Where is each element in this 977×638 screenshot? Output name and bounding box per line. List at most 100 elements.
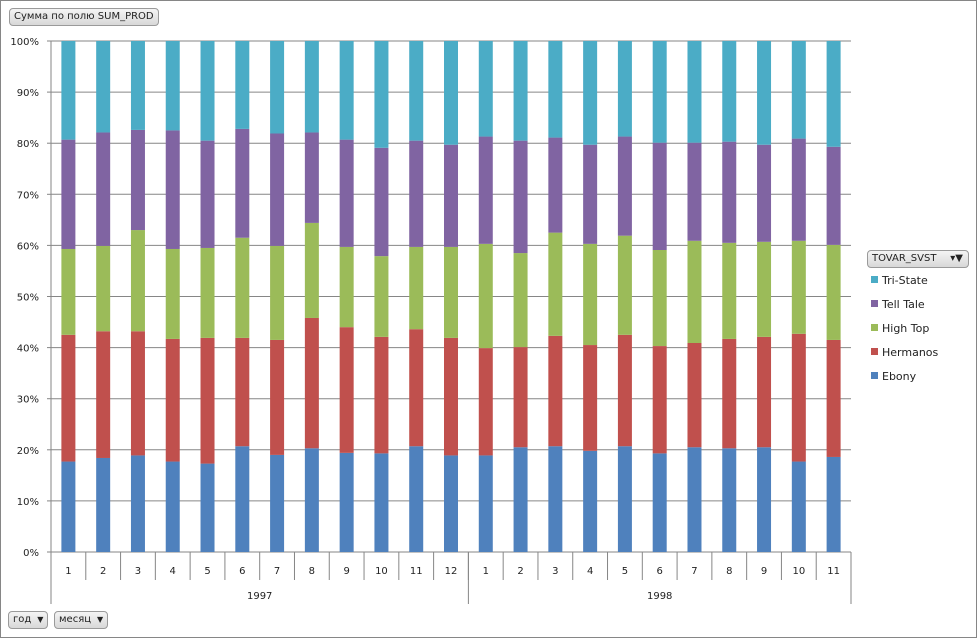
bar-hermanos (165, 338, 180, 462)
legend-swatch (871, 372, 878, 379)
bar-tell-tale (617, 136, 632, 236)
year-field-button[interactable]: год ▼ (8, 611, 49, 629)
x-tick-label: 3 (552, 566, 558, 577)
month-field-button[interactable]: месяц ▼ (54, 611, 109, 629)
bar-tell-tale (687, 142, 702, 241)
bar-high-top (270, 245, 285, 340)
bar-ebony (513, 447, 528, 552)
y-tick-label: 100% (10, 37, 39, 48)
y-tick-label: 60% (17, 241, 39, 252)
x-group-label: 1997 (247, 591, 272, 602)
bar-tell-tale (478, 136, 493, 244)
bar-tell-tale (548, 137, 563, 233)
bar-hermanos (270, 339, 285, 455)
legend-label: High Top (882, 322, 930, 335)
x-tick-label: 7 (691, 566, 697, 577)
legend-item: High Top (871, 322, 929, 335)
bar-high-top (444, 246, 458, 338)
legend-field-button[interactable]: TOVAR_SVST ▾▼ (867, 250, 969, 268)
x-group-label: 1998 (647, 591, 672, 602)
legend-item: Tri-State (871, 274, 928, 287)
bar-ebony (374, 453, 389, 552)
bar-ebony (96, 457, 111, 552)
bar-hermanos (200, 337, 215, 464)
bar-high-top (96, 245, 111, 332)
bar-ebony (130, 455, 145, 552)
bar-high-top (548, 232, 563, 336)
bar-tell-tale (96, 132, 111, 246)
bar-tri-state (165, 41, 180, 131)
y-tick-label: 10% (17, 497, 39, 508)
bar-hermanos (444, 337, 458, 456)
bar-ebony (548, 446, 563, 552)
x-tick-label: 2 (517, 566, 523, 577)
bar-tri-state (513, 41, 528, 141)
x-tick-label: 9 (343, 566, 349, 577)
bar-high-top (791, 240, 806, 334)
bar-hermanos (130, 331, 145, 456)
bar-high-top (687, 240, 702, 344)
x-tick-label: 11 (827, 566, 840, 577)
bar-high-top (826, 244, 841, 340)
bar-ebony (687, 447, 702, 552)
bar-tri-state (444, 41, 458, 145)
bar-tri-state (583, 41, 598, 145)
bar-high-top (722, 242, 737, 339)
bar-high-top (200, 247, 215, 338)
x-tick-label: 4 (170, 566, 176, 577)
legend-swatch (871, 300, 878, 307)
bar-tell-tale (791, 138, 806, 241)
legend-swatch (871, 276, 878, 283)
bar-tell-tale (200, 140, 215, 248)
bar-high-top (304, 222, 319, 318)
bar-ebony (444, 455, 458, 552)
x-tick-label: 8 (309, 566, 315, 577)
bar-ebony (409, 446, 424, 552)
bar-high-top (513, 253, 528, 348)
bar-tell-tale (444, 144, 458, 247)
bar-tell-tale (130, 129, 145, 231)
bar-tell-tale (722, 141, 737, 243)
bar-hermanos (409, 329, 424, 447)
bar-tell-tale (374, 147, 389, 257)
bar-ebony (757, 447, 772, 552)
legend-item: Hermanos (871, 346, 938, 359)
legend-label: Hermanos (882, 346, 939, 359)
x-tick-label: 6 (239, 566, 245, 577)
bar-tri-state (617, 41, 632, 137)
legend-item: Tell Tale (871, 298, 925, 311)
y-tick-label: 20% (17, 446, 39, 457)
bar-ebony (304, 448, 319, 552)
x-tick-label: 5 (204, 566, 210, 577)
bar-tell-tale (61, 139, 76, 249)
x-tick-label: 12 (445, 566, 458, 577)
y-tick-label: 0% (23, 548, 39, 559)
bar-tri-state (757, 41, 772, 145)
bar-ebony (826, 456, 841, 552)
bar-high-top (235, 237, 250, 338)
y-tick-label: 90% (17, 88, 39, 99)
x-tick-label: 10 (792, 566, 805, 577)
legend-swatch (871, 324, 878, 331)
x-tick-label: 4 (587, 566, 593, 577)
bar-tell-tale (826, 146, 841, 245)
legend-field-label: TOVAR_SVST (872, 253, 937, 264)
bar-hermanos (548, 335, 563, 447)
x-tick-label: 6 (657, 566, 663, 577)
bar-tell-tale (652, 142, 667, 250)
bar-tell-tale (409, 140, 424, 247)
bar-high-top (409, 246, 424, 330)
bar-tri-state (304, 41, 319, 133)
bar-tri-state (61, 41, 76, 140)
bar-tri-state (339, 41, 354, 140)
legend-label: Ebony (882, 370, 917, 383)
bar-high-top (130, 230, 145, 332)
bar-high-top (617, 235, 632, 335)
bar-hermanos (687, 343, 702, 448)
bar-ebony (583, 450, 598, 552)
value-field-button[interactable]: Сумма по полю SUM_PROD (9, 8, 159, 26)
bar-high-top (478, 243, 493, 349)
bar-high-top (339, 246, 354, 328)
bar-tri-state (548, 41, 563, 138)
bar-tri-state (687, 41, 702, 143)
